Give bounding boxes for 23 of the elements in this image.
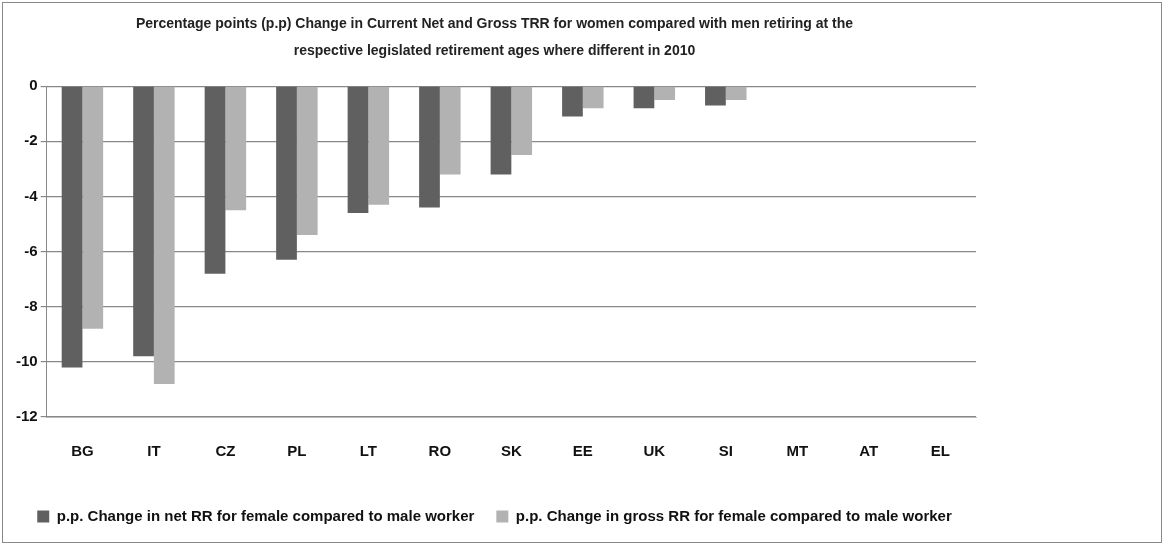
- x-tick-label: PL: [287, 442, 307, 460]
- x-tick-label: IT: [147, 442, 161, 460]
- x-tick-label: BG: [71, 442, 94, 460]
- chart-title: Percentage points (p.p) Change in Current Net and Gross TRR for women compared with men retiring at the respective legislated retirement ages where different in 2010: [135, 15, 854, 58]
- x-tick-label: MT: [786, 442, 809, 460]
- x-tick-label: EE: [572, 442, 593, 460]
- x-tick-label: UK: [643, 442, 666, 460]
- y-tick-label: -4: [24, 186, 39, 204]
- y-tick-label: -8: [24, 296, 38, 314]
- y-tick-label: -12: [15, 407, 38, 425]
- x-tick-label: RO: [428, 442, 452, 460]
- x-tick-label: EL: [930, 442, 950, 460]
- x-tick-label: AT: [859, 442, 879, 460]
- legend-label: p.p. Change in net RR for female compared to male worker: [56, 506, 475, 524]
- x-tick-label: LT: [359, 442, 377, 460]
- x-tick-label: CZ: [215, 442, 236, 460]
- x-tick-label: SI: [718, 442, 733, 460]
- x-tick-label: SK: [500, 442, 522, 460]
- y-tick-label: -2: [24, 131, 38, 149]
- y-tick-label: -10: [15, 352, 38, 370]
- legend-label: p.p. Change in gross RR for female compared to male worker: [515, 506, 952, 524]
- y-tick-label: -6: [24, 241, 38, 259]
- y-tick-label: 0: [29, 76, 38, 94]
